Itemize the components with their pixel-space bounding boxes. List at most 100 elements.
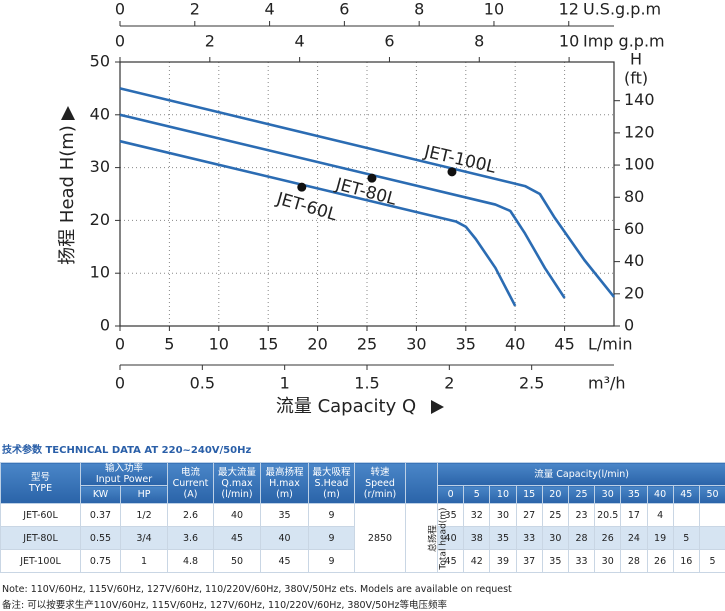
top-tick-label: 4 — [295, 32, 305, 51]
m3h-tick-label: 2 — [444, 374, 454, 393]
series-label: JET-60L — [273, 189, 339, 226]
cell: 3/4 — [121, 527, 168, 550]
m3h-tick-label: 0.5 — [190, 374, 215, 393]
header-text: Speed — [355, 478, 405, 489]
top-axis-unit: U.S.g.p.m — [583, 0, 661, 19]
header-cell: HP — [121, 486, 168, 504]
table-title: 技术参数 TECHNICAL DATA AT 220~240V/50Hz — [2, 441, 251, 456]
cell: 28 — [621, 550, 647, 573]
x-unit: L/min — [588, 335, 632, 354]
cell: 4.8 — [168, 550, 214, 573]
header-cell — [406, 463, 438, 504]
cell: JET-80L — [1, 527, 81, 550]
cell: 35 — [490, 527, 516, 550]
header-cell: 5 — [464, 486, 490, 504]
cell: 30 — [490, 504, 516, 527]
y-tick-label: 10 — [90, 263, 110, 282]
x-tick-label: 15 — [258, 335, 278, 354]
cell: JET-100L — [1, 550, 81, 573]
m3h-tick-label: 2.5 — [519, 374, 544, 393]
cell: 30 — [595, 550, 621, 573]
x-tick-label: 20 — [307, 335, 327, 354]
cell: 4 — [647, 504, 673, 527]
y2-tick-label: 120 — [624, 122, 655, 141]
header-text: 输入功率 — [81, 463, 167, 474]
header-text: H.max — [261, 478, 308, 489]
chart: 扬程 Head H(m) 流量 Capacity Q L/min H (ft) … — [0, 0, 725, 430]
x-tick-label: 0 — [115, 335, 125, 354]
y-tick-label: 0 — [100, 316, 110, 335]
cell: 16 — [673, 550, 699, 573]
cell: 38 — [464, 527, 490, 550]
m3h-tick-label: 0 — [115, 374, 125, 393]
top-tick-label: 6 — [339, 0, 349, 19]
cell: 26 — [595, 527, 621, 550]
header-text: (l/min) — [214, 489, 260, 500]
y2-tick-label: 140 — [624, 90, 655, 109]
y-tick-label: 20 — [90, 210, 110, 229]
header-cell: 25 — [568, 486, 594, 504]
top-tick-label: 8 — [474, 32, 484, 51]
cell: JET-60L — [1, 504, 81, 527]
cell: 32 — [464, 504, 490, 527]
header-text: (r/min) — [355, 489, 405, 500]
x-tick-label: 40 — [505, 335, 525, 354]
header-text: 最高扬程 — [261, 467, 308, 478]
top-tick-label: 4 — [264, 0, 274, 19]
cell: 9 — [309, 527, 355, 550]
top-axis-unit: Imp g.p.m — [583, 32, 665, 51]
marker — [297, 183, 306, 192]
x-tick-label: 30 — [406, 335, 426, 354]
cell: 35 — [542, 550, 568, 573]
header-cell: 35 — [621, 486, 647, 504]
y2-tick-label: 80 — [624, 187, 644, 206]
y-tick-label: 30 — [90, 157, 110, 176]
cell: 1 — [121, 550, 168, 573]
header-text: 电流 — [168, 467, 213, 478]
y2-axis-title: H — [630, 50, 642, 69]
header-cell: KW — [81, 486, 121, 504]
cell: 2850 — [355, 504, 406, 573]
cell: 39 — [490, 550, 516, 573]
cell: 20.5 — [595, 504, 621, 527]
cell: 25 — [542, 504, 568, 527]
series-label: JET-100L — [421, 142, 498, 178]
header-cell: 20 — [542, 486, 568, 504]
header-text: 最大流量 — [214, 467, 260, 478]
cell: 40 — [261, 527, 309, 550]
y-tick-label: 40 — [90, 104, 110, 123]
m3h-tick-label: 1 — [280, 374, 290, 393]
cell — [673, 504, 699, 527]
header-text: Q.max — [214, 478, 260, 489]
header-cell: 0 — [438, 486, 464, 504]
top-tick-label: 0 — [115, 0, 125, 19]
cell: 24 — [621, 527, 647, 550]
header-text: Current — [168, 478, 213, 489]
cell: 9 — [309, 550, 355, 573]
cell: 26 — [647, 550, 673, 573]
cell: 0.37 — [81, 504, 121, 527]
cell: 9 — [309, 504, 355, 527]
cell: 5 — [699, 550, 725, 573]
top-tick-label: 8 — [414, 0, 424, 19]
cell — [699, 527, 725, 550]
header-text: (m) — [261, 489, 308, 500]
cell: 3.6 — [168, 527, 214, 550]
y2-tick-label: 40 — [624, 251, 644, 270]
cell: 19 — [647, 527, 673, 550]
header-text: Input Power — [81, 474, 167, 485]
y-axis-arrow — [61, 106, 75, 120]
header-cell: 10 — [490, 486, 516, 504]
